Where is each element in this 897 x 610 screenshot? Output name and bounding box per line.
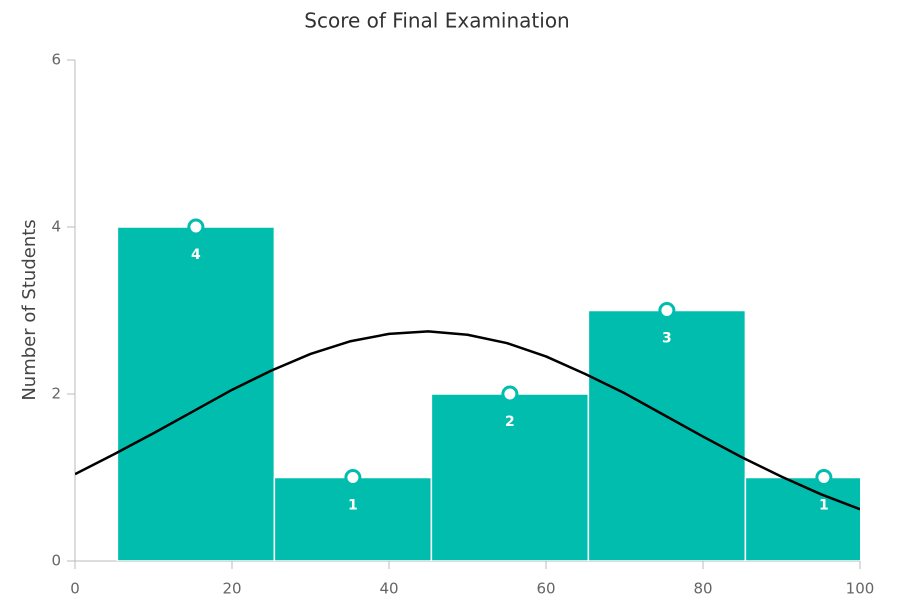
bar — [116, 226, 276, 561]
marker — [501, 385, 519, 403]
marker — [187, 218, 205, 236]
data-label: 4 — [191, 247, 201, 263]
x-tick-label: 20 — [222, 580, 241, 598]
y-tick-label: 0 — [51, 552, 61, 570]
y-tick-label: 4 — [51, 218, 61, 236]
bar — [273, 476, 433, 561]
y-tick-label: 6 — [51, 51, 61, 69]
bar — [744, 476, 860, 561]
marker — [658, 302, 676, 319]
data-label: 2 — [505, 414, 515, 430]
marker — [344, 469, 362, 486]
y-axis-label: Number of Students — [19, 219, 40, 400]
y-tick-label: 2 — [51, 385, 61, 403]
x-tick-label: 40 — [379, 580, 398, 598]
x-tick-label: 0 — [70, 580, 80, 598]
x-tick-label: 100 — [846, 580, 875, 598]
data-label: 3 — [662, 331, 672, 347]
bar — [587, 309, 747, 561]
bar — [430, 393, 590, 561]
marker — [815, 469, 833, 486]
chart-title: Score of Final Examination — [304, 9, 569, 33]
distribution-curve — [75, 330, 860, 511]
x-tick-label: 80 — [693, 580, 712, 598]
data-label: 1 — [348, 498, 358, 514]
data-label: 1 — [819, 498, 829, 514]
plot-area: 4 1 2 3 1 — [75, 218, 860, 561]
x-tick-label: 60 — [536, 580, 555, 598]
